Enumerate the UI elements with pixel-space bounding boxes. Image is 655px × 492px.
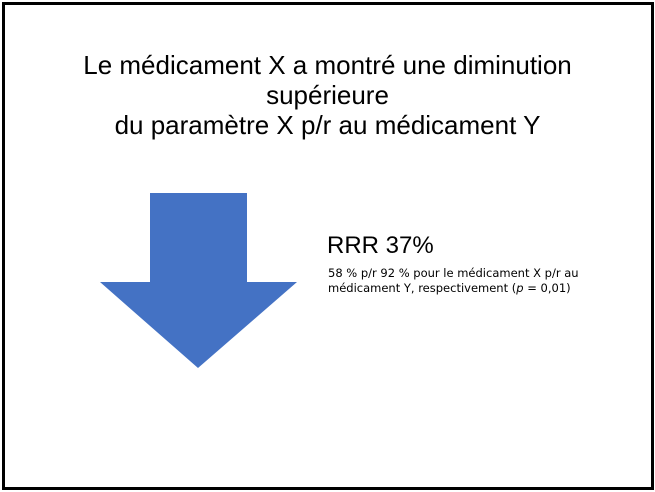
p-value-symbol: p — [516, 281, 524, 295]
detail-text: médicament Y, respectivement ( — [328, 281, 517, 295]
down-arrow-shape — [100, 193, 297, 368]
result-detail: 58 % p/r 92 % pour le médicament X p/r a… — [328, 266, 648, 296]
result-detail-line2: médicament Y, respectivement (p = 0,01) — [328, 281, 648, 296]
title-line: Le médicament X a montré une diminution — [83, 50, 572, 80]
title-line: supérieure — [266, 80, 389, 110]
slide-title: Le médicament X a montré une diminution … — [0, 50, 655, 140]
title-line: du paramètre X p/r au médicament Y — [114, 110, 541, 140]
result-heading: RRR 37% — [327, 232, 434, 259]
result-detail-line1: 58 % p/r 92 % pour le médicament X p/r a… — [328, 266, 579, 280]
p-value: = 0,01) — [523, 281, 571, 295]
